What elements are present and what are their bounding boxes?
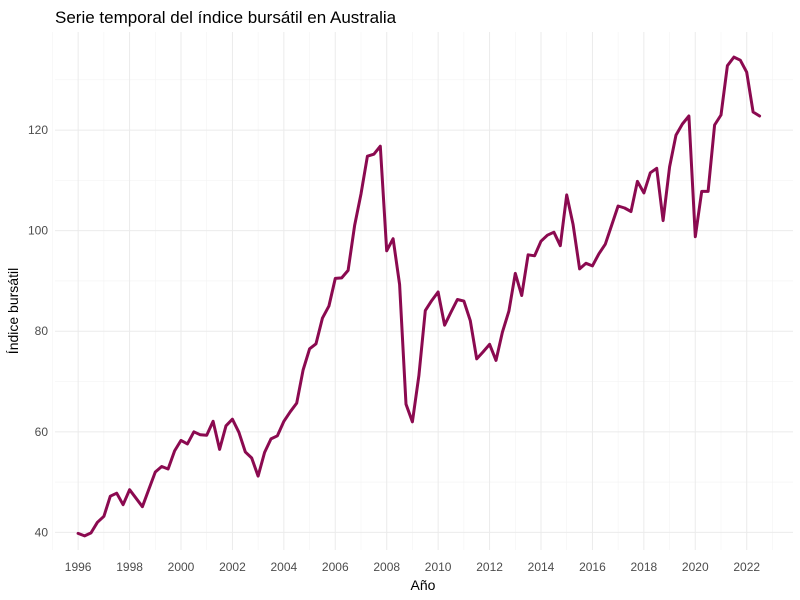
x-tick-label: 2020 (682, 560, 709, 574)
x-tick-label: 2002 (219, 560, 246, 574)
x-tick-label: 2022 (733, 560, 760, 574)
x-tick-label: 2018 (631, 560, 658, 574)
grid (52, 32, 793, 550)
y-tick-label: 60 (35, 425, 49, 439)
x-axis-ticks: 1996 1998 2000 2002 2004 2006 2008 2010 2012 2014… (65, 560, 761, 574)
chart-title: Serie temporal del índice bursátil en Au… (55, 8, 397, 27)
x-axis-title: Año (411, 577, 436, 593)
y-tick-label: 120 (28, 123, 48, 137)
y-tick-label: 40 (35, 525, 49, 539)
x-tick-label: 2008 (373, 560, 400, 574)
y-axis-title: Índice bursátil (5, 268, 21, 354)
x-tick-label: 2014 (528, 560, 555, 574)
x-tick-label: 1996 (65, 560, 92, 574)
x-tick-label: 2000 (168, 560, 195, 574)
x-tick-label: 2016 (579, 560, 606, 574)
y-tick-label: 80 (35, 324, 49, 338)
x-tick-label: 2012 (476, 560, 503, 574)
series-layer (76, 55, 762, 538)
x-tick-label: 1998 (116, 560, 143, 574)
y-axis-ticks: 40 60 80 100 120 (28, 123, 48, 539)
x-tick-label: 2004 (271, 560, 298, 574)
x-tick-label: 2006 (322, 560, 349, 574)
x-tick-label: 2010 (425, 560, 452, 574)
y-tick-label: 100 (28, 224, 48, 238)
series-line (76, 55, 762, 538)
